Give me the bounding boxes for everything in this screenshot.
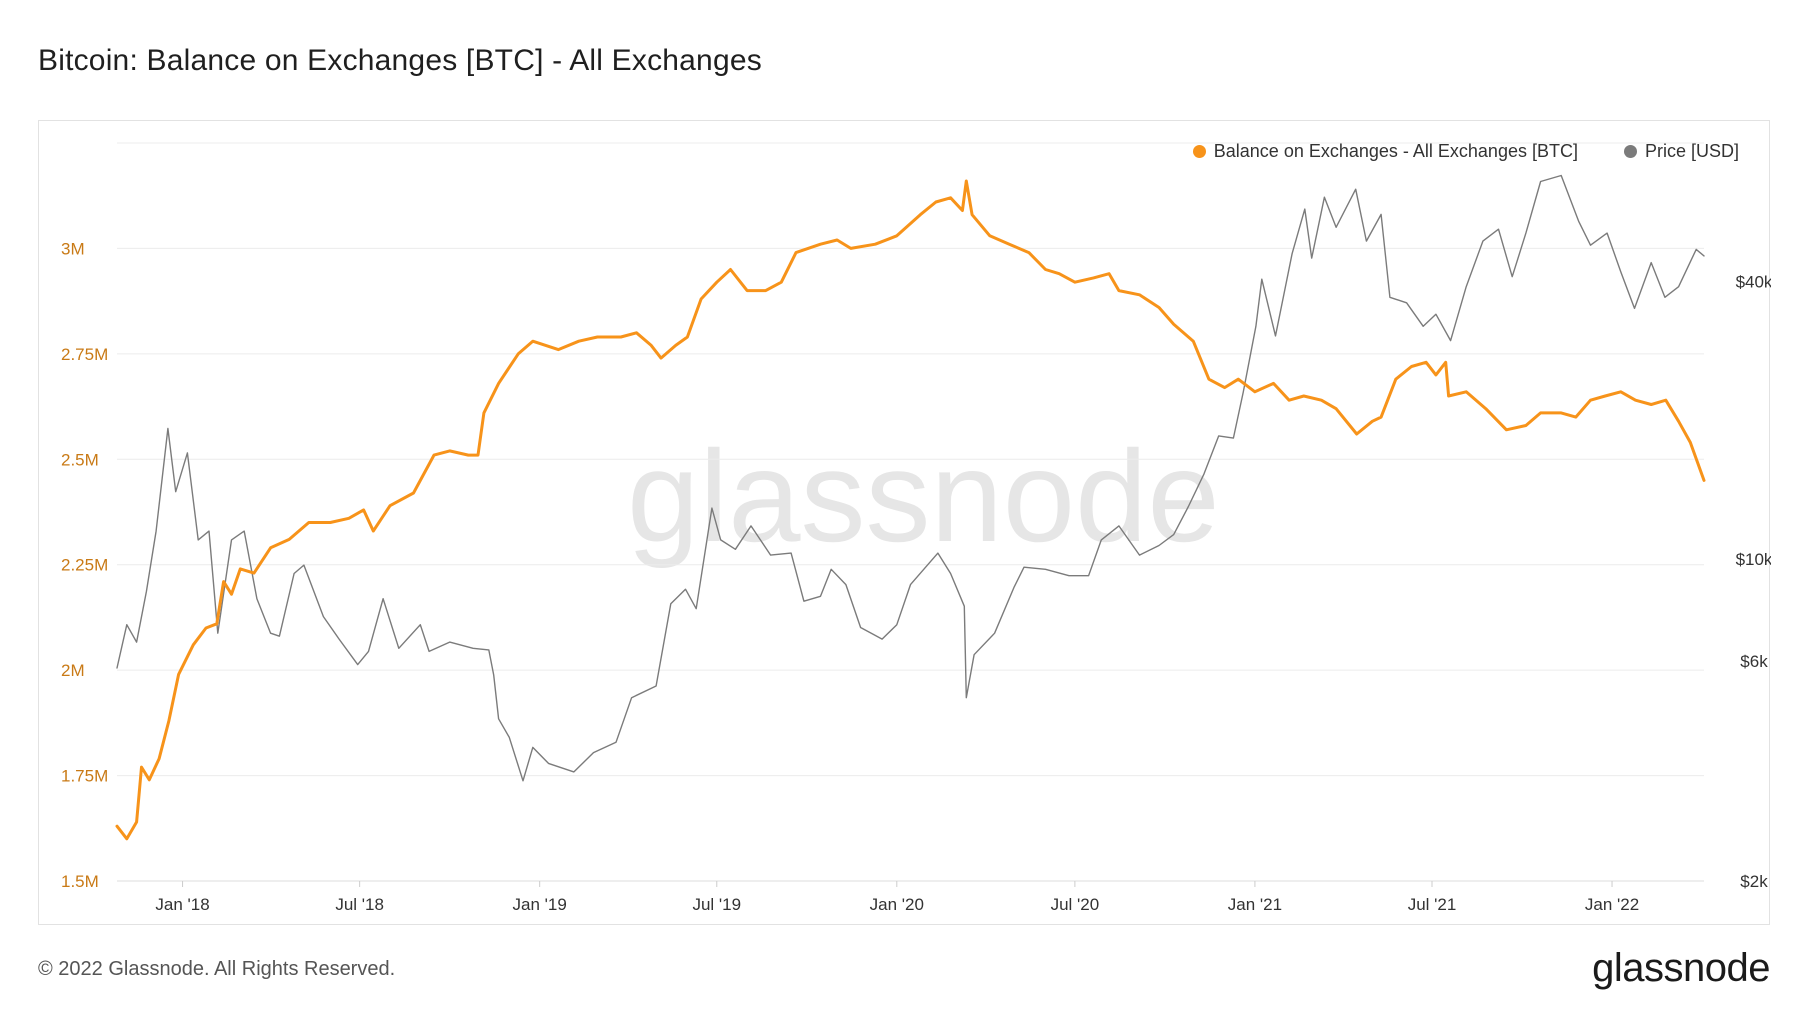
x-tick-label: Jan '22	[1585, 895, 1639, 914]
legend-item-price[interactable]: Price [USD]	[1623, 141, 1739, 162]
watermark: glassnode	[627, 423, 1220, 569]
copyright-footer: © 2022 Glassnode. All Rights Reserved.	[38, 958, 396, 980]
x-axis: Jan '18 Jul '18 Jan '19 Jul '19 Jan '20 Jul '…	[155, 881, 1639, 914]
left-tick-label: 1.75M	[61, 767, 108, 786]
legend-dot-balance	[1192, 145, 1206, 158]
left-tick-label: 2M	[61, 661, 85, 680]
series-group	[115, 174, 1706, 841]
legend-item-balance[interactable]: Balance on Exchanges - All Exchanges [BT…	[1192, 141, 1578, 162]
x-tick-label: Jul '20	[1051, 895, 1100, 914]
right-tick-label: $40k	[1736, 273, 1771, 292]
legend: Balance on Exchanges - All Exchanges [BT…	[1192, 141, 1739, 162]
left-tick-label: 1.5M	[61, 872, 99, 891]
balance-series-line	[115, 179, 1706, 841]
x-tick-label: Jul '18	[335, 895, 384, 914]
left-tick-label: 2.75M	[61, 345, 108, 364]
chart-title: Bitcoin: Balance on Exchanges [BTC] - Al…	[38, 44, 762, 77]
price-series-line	[116, 174, 1705, 782]
right-tick-label: $2k	[1740, 872, 1768, 891]
legend-dot-price	[1623, 145, 1637, 158]
x-tick-label: Jan '20	[870, 895, 924, 914]
grid-lines	[117, 142, 1704, 882]
left-axis: 1.5M 1.75M 2M 2.25M 2.5M 2.75M 3M	[61, 239, 108, 891]
x-tick-label: Jan '18	[155, 895, 209, 914]
x-tick-label: Jan '19	[513, 895, 567, 914]
x-tick-label: Jul '19	[692, 895, 741, 914]
left-tick-label: 2.25M	[61, 556, 108, 575]
chart-svg: glassnode 1.5M 1.75M 2M 2.25M 2.5M 2.75M 3M $2…	[61, 142, 1771, 914]
right-tick-label: $10k	[1736, 550, 1771, 569]
legend-label-balance: Balance on Exchanges - All Exchanges [BT…	[1213, 141, 1578, 161]
right-axis: $2k $6k $10k $40k	[1736, 273, 1771, 891]
left-tick-label: 2.5M	[61, 450, 99, 469]
chart-panel: glassnode 1.5M 1.75M 2M 2.25M 2.5M 2.75M 3M $2…	[38, 120, 1771, 925]
x-tick-label: Jul '21	[1408, 895, 1457, 914]
right-tick-label: $6k	[1740, 652, 1768, 671]
left-tick-label: 3M	[61, 239, 85, 258]
x-tick-label: Jan '21	[1228, 895, 1282, 914]
legend-label-price: Price [USD]	[1644, 141, 1739, 161]
glassnode-logo[interactable]: glassnode	[1592, 946, 1770, 990]
